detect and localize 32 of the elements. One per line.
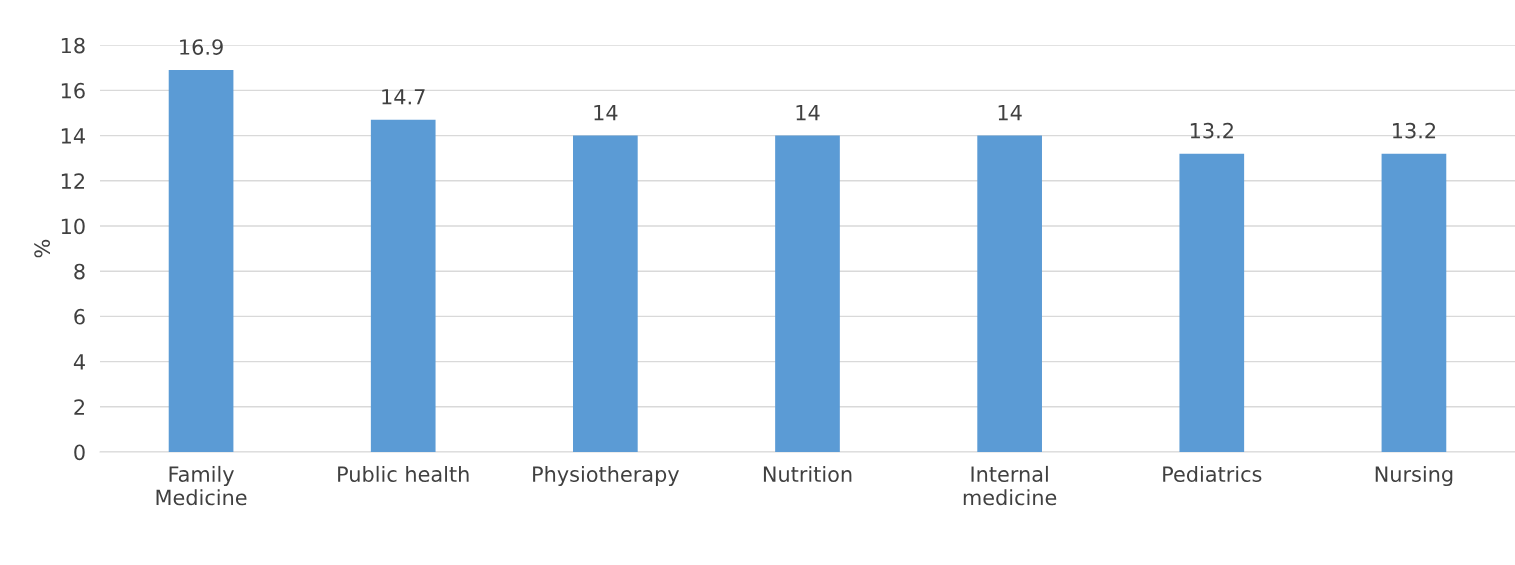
bar <box>775 135 840 452</box>
y-tick-label: 14 <box>61 128 85 144</box>
x-tick-label: Pediatrics <box>1163 465 1262 483</box>
y-tick-label: 12 <box>61 173 85 189</box>
bar <box>1179 153 1245 452</box>
data-label: 14 <box>796 104 820 121</box>
x-tick-label: Nursing <box>1375 465 1453 487</box>
x-tick-label: Family Medicine <box>156 465 247 506</box>
data-label: 14 <box>594 104 618 121</box>
y-tick-label: 4 <box>73 354 85 370</box>
y-tick-label: 2 <box>74 399 85 415</box>
y-axis-title: % <box>34 239 50 258</box>
x-tick-label: Physiotherapy <box>533 465 680 487</box>
x-tick-label: Internal medicine <box>963 465 1057 506</box>
data-label: 14 <box>998 104 1022 121</box>
data-label: 13.2 <box>1190 122 1233 139</box>
data-label: 16.9 <box>180 39 223 55</box>
data-label: 14.7 <box>382 89 425 105</box>
x-tick-label: Public health <box>338 465 469 483</box>
bar <box>977 135 1042 452</box>
y-tick-label: 10 <box>61 218 85 235</box>
bar <box>1381 153 1447 452</box>
y-tick-label: 16 <box>61 82 85 99</box>
y-tick-label: 18 <box>61 37 85 54</box>
bar <box>370 119 436 452</box>
x-tick-label: Nutrition <box>763 465 852 483</box>
bar <box>573 135 638 452</box>
y-tick-label: 8 <box>74 263 85 280</box>
data-label: 13.2 <box>1393 122 1436 139</box>
y-tick-label: 0 <box>74 444 85 461</box>
y-tick-label: 6 <box>74 308 85 325</box>
bar <box>168 70 234 452</box>
